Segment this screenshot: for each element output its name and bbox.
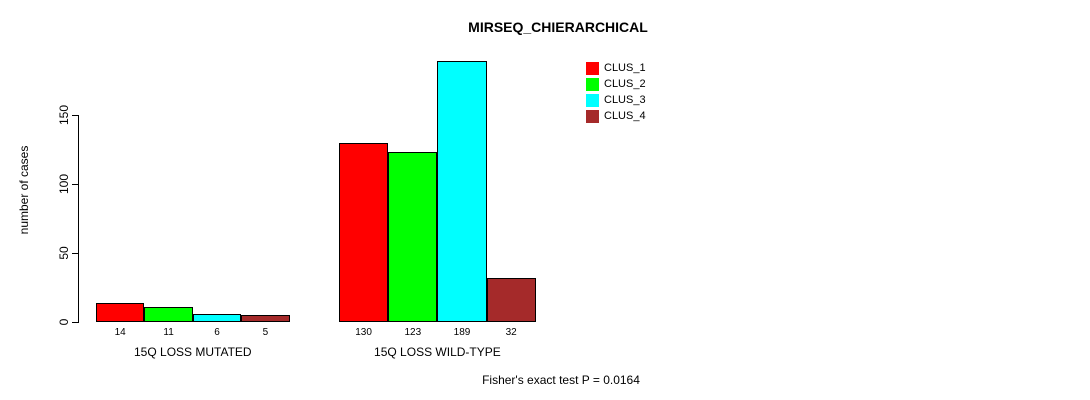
bar-value-label: 11 <box>163 327 174 338</box>
bar-clus-3-15q-loss-mutated <box>192 313 242 322</box>
y-tick-label: 50 <box>57 246 71 260</box>
legend-swatch-icon <box>586 77 599 91</box>
x-group-label: 15Q LOSS MUTATED <box>134 345 252 359</box>
bar-clus-3-15q-loss-wild-type <box>437 61 487 322</box>
fisher-test-note: Fisher's exact test P = 0.0164 <box>482 373 640 387</box>
bar-clus-1-15q-loss-wild-type <box>339 142 389 322</box>
bar-clus-2-15q-loss-wild-type <box>388 152 438 322</box>
bar-value-label: 5 <box>262 327 269 338</box>
bar-value-label: 123 <box>404 327 422 338</box>
legend-label: CLUS_1 <box>604 62 646 74</box>
bar-value-label: 6 <box>214 327 220 338</box>
bar-value-label: 14 <box>114 327 126 338</box>
y-axis-label: number of cases <box>17 145 31 235</box>
bar-clus-1-15q-loss-mutated <box>96 302 145 322</box>
legend-label: CLUS_2 <box>604 78 646 90</box>
legend-row-clus_2: CLUS_2 <box>586 76 646 92</box>
bar-value-label: 189 <box>453 327 471 338</box>
y-tick-label: 150 <box>57 104 71 126</box>
y-tick-label: 0 <box>57 318 71 326</box>
legend-swatch-icon <box>586 109 599 123</box>
legend-row-clus_1: CLUS_1 <box>586 60 646 76</box>
legend: CLUS_1 CLUS_2 CLUS_3 CLUS_4 <box>586 60 646 124</box>
bar-clus-2-15q-loss-mutated <box>144 306 193 322</box>
legend-row-clus_3: CLUS_3 <box>586 92 646 108</box>
x-group-label: 15Q LOSS WILD-TYPE <box>374 345 501 359</box>
bar-clus-4-15q-loss-mutated <box>241 315 290 322</box>
y-tick-mark <box>72 115 78 116</box>
legend-label: CLUS_4 <box>604 110 646 122</box>
legend-label: CLUS_3 <box>604 94 646 106</box>
legend-swatch-icon <box>586 61 599 75</box>
y-tick-mark <box>72 184 78 185</box>
bar-value-label: 130 <box>355 327 372 338</box>
y-tick-mark <box>72 322 78 323</box>
legend-row-clus_4: CLUS_4 <box>586 108 646 124</box>
bar-clus-4-15q-loss-wild-type <box>486 277 536 322</box>
chart-title: MIRSEQ_CHIERARCHICAL <box>468 19 648 35</box>
legend-swatch-icon <box>586 93 599 107</box>
y-tick-label: 100 <box>57 173 71 195</box>
bar-value-label: 32 <box>505 327 517 338</box>
y-tick-mark <box>72 253 78 254</box>
y-axis-line <box>78 115 79 323</box>
